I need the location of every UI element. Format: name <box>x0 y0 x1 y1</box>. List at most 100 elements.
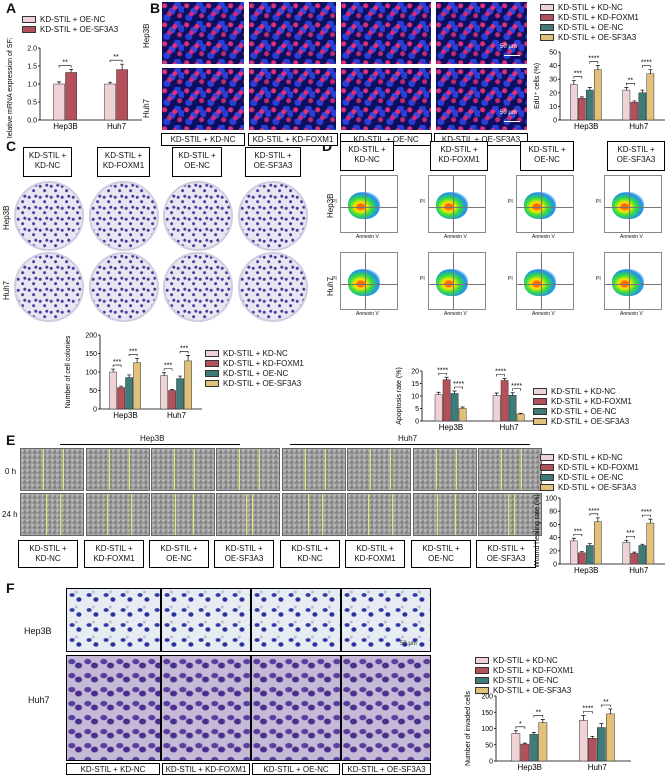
legend-label: KD-STIL + KD-NC <box>223 348 288 358</box>
wound-image <box>282 493 346 536</box>
axis-label-pi: PI <box>332 199 337 205</box>
error-bar <box>599 723 604 728</box>
row-label-huh7: Huh7 <box>28 695 50 705</box>
significance-bracket <box>128 354 138 357</box>
col-label: KD-STIL + KD-NC <box>23 147 72 177</box>
error-bar <box>587 87 592 91</box>
y-tick-label: 80 <box>549 509 557 516</box>
error-bar <box>120 63 125 70</box>
legend-swatch <box>540 13 554 21</box>
scale-bar <box>504 55 520 56</box>
scale-label: 50 μm <box>500 110 517 116</box>
bar <box>638 92 647 121</box>
legend-item: KD-STIL + KD-FOXM1 <box>540 12 639 22</box>
bar <box>586 545 594 565</box>
bar <box>508 395 517 422</box>
bar <box>638 545 647 565</box>
significance-bracket <box>626 83 635 86</box>
panel-label-a: A <box>6 0 17 16</box>
bar <box>492 395 501 422</box>
error-bar <box>513 730 518 734</box>
error-bar <box>632 100 637 103</box>
significance-label: *** <box>129 348 137 355</box>
edu-image <box>341 2 431 64</box>
legend-item: KD-STIL + KD-FOXM1 <box>533 396 632 406</box>
error-bar <box>57 81 62 84</box>
group-bracket <box>60 444 240 445</box>
wound-image <box>347 448 411 491</box>
legend-swatch <box>22 15 36 23</box>
transwell-image: 50 μm <box>341 588 431 652</box>
significance-bracket <box>589 61 599 64</box>
bar <box>65 72 77 121</box>
significance-bracket <box>515 726 526 729</box>
bar <box>104 83 116 121</box>
y-tick-label: 30 <box>549 77 557 84</box>
significance-label: *** <box>180 345 188 352</box>
y-tick-label: 2.0 <box>27 46 37 53</box>
axis-label-annexin: Annexin V <box>356 234 379 240</box>
bar <box>176 378 184 410</box>
x-tick-label: Huh7 <box>629 566 649 575</box>
bar <box>168 390 176 410</box>
y-tick-label: 1.5 <box>27 64 37 71</box>
y-tick-label: 0 <box>93 407 97 414</box>
significance-bracket <box>454 386 463 389</box>
bar <box>578 552 586 565</box>
significance-bracket <box>642 65 651 68</box>
flow-plot <box>516 252 574 310</box>
x-tick-label: Huh7 <box>499 423 519 432</box>
legend-label: KD-STIL + OE-NC <box>558 22 624 32</box>
legend-item: KD-STIL + KD-FOXM1 <box>475 665 574 675</box>
bar <box>646 522 655 565</box>
x-tick-label: Huh7 <box>167 411 187 420</box>
legend-swatch <box>475 686 489 694</box>
row-label-0h: 0 h <box>5 467 17 476</box>
bar <box>594 69 602 121</box>
significance-label: **** <box>641 509 652 516</box>
x-tick-label: Hep3B <box>518 763 542 772</box>
y-tick-label: 50 <box>89 388 97 395</box>
group-label-hep3b: Hep3B <box>140 434 165 443</box>
significance-bracket <box>112 364 122 368</box>
significance-label: * <box>519 721 522 728</box>
x-tick-label: Huh7 <box>588 763 608 772</box>
legend-label: KD-STIL + KD-FOXM1 <box>558 462 639 472</box>
bar <box>442 379 451 422</box>
scale-label: 50 μm <box>400 641 417 647</box>
axis-label-annexin: Annexin V <box>620 234 643 240</box>
bar <box>570 540 578 565</box>
col-label: KD-STIL + OE-NC <box>172 147 222 177</box>
significance-label: **** <box>641 60 652 67</box>
y-axis-label: Wound healing rate (%) <box>534 494 541 567</box>
axis-label-pi: PI <box>508 199 513 205</box>
bar <box>622 89 631 121</box>
legend-item: KD-STIL + KD-FOXM1 <box>205 358 304 368</box>
legend-swatch <box>533 417 547 425</box>
bar <box>630 102 639 121</box>
error-bar <box>624 87 629 91</box>
legend-label: KD-STIL + KD-NC <box>551 386 616 396</box>
bar <box>500 380 509 422</box>
wound-image <box>216 493 280 536</box>
error-bar <box>571 537 576 541</box>
legend-label: KD-STIL + OE-SF3A3 <box>558 482 637 492</box>
significance-bracket <box>583 711 593 714</box>
legend-item: KD-STIL + OE-NC <box>205 368 304 378</box>
axis-label-annexin: Annexin V <box>532 311 555 317</box>
y-tick-label: 0.5 <box>27 100 37 107</box>
significance-bracket <box>589 513 599 516</box>
transwell-image <box>161 655 251 761</box>
bar <box>109 371 117 410</box>
significance-label: **** <box>437 367 448 374</box>
bar <box>622 541 631 565</box>
significance-label: **** <box>511 383 522 390</box>
y-tick-label: 200 <box>85 333 97 340</box>
col-label: KD-STIL + KD-FOXM1 <box>84 540 144 568</box>
y-tick-label: 60 <box>549 522 557 529</box>
legend-swatch <box>475 666 489 674</box>
legend-item: KD-STIL + OE-SF3A3 <box>540 482 639 492</box>
error-bar <box>460 406 465 409</box>
y-axis-label: Number of cell colonies <box>65 335 72 408</box>
